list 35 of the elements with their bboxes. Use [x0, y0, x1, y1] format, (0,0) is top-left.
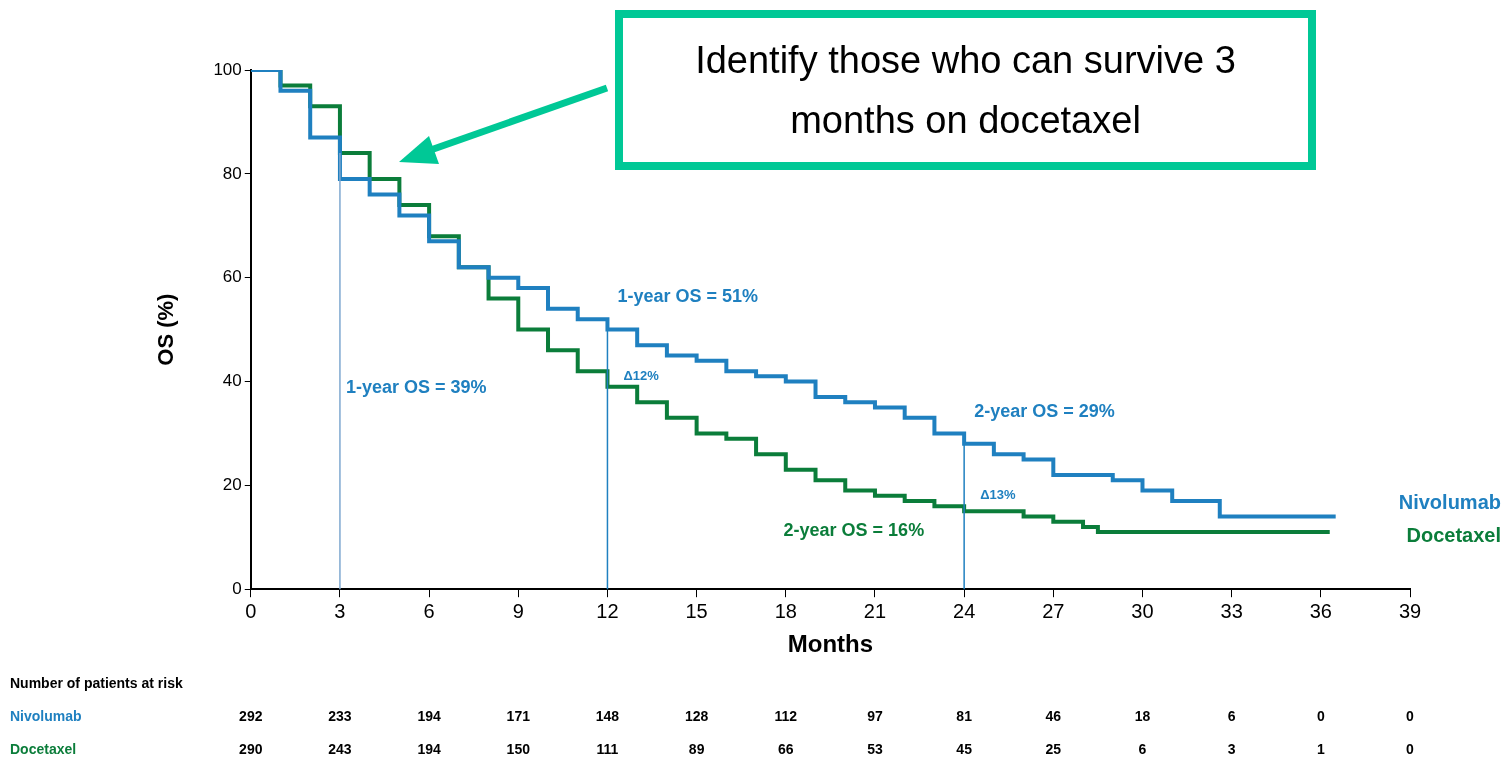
y-tick-label: 20: [222, 475, 242, 495]
x-tick-label: 33: [1220, 599, 1243, 622]
annotation: Δ13%: [980, 486, 1016, 502]
y-tick-label: 60: [222, 267, 242, 287]
x-tick-label: 39: [1398, 599, 1422, 622]
annotation: 2-year OS = 29%: [974, 400, 1115, 421]
annotation: Δ12%: [623, 367, 660, 383]
x-tick-label: 27: [1042, 599, 1065, 622]
annotation: Identify those who can survive 3 months on docetaxel: [695, 39, 1236, 141]
x-tick-label: 30: [1131, 599, 1154, 622]
text: Docetaxel: [1406, 524, 1501, 547]
callout-box: Identify those who can survive 3 months on docetaxel: [615, 10, 1316, 170]
x-tick-label: 18: [774, 599, 797, 622]
annotation: 1-year OS = 39%: [345, 376, 487, 397]
text: Nivolumab: [1398, 490, 1501, 513]
x-tick-label: 21: [863, 599, 887, 622]
y-axis-title: OS (%): [153, 293, 179, 366]
y-tick-label: 80: [222, 163, 242, 183]
text: Number of patients at risk: [10, 675, 183, 691]
y-tick-label: 0: [232, 578, 242, 598]
annotation: 2-year OS = 16%: [783, 520, 925, 541]
y-tick-label: 40: [222, 371, 242, 391]
x-tick-label: 9: [512, 599, 524, 622]
x-tick-label: 15: [685, 599, 708, 622]
x-tick-label: 24: [953, 599, 976, 622]
x-tick-label: 3: [334, 599, 346, 622]
y-tick-label: 100: [213, 59, 242, 79]
text: Nivolumab 292 233 194 171 148 128 112 97 81 46 18 6 0 0: [10, 708, 1414, 724]
x-tick-label: 36: [1309, 599, 1332, 622]
annotation: 1-year OS = 51%: [617, 286, 759, 307]
x-tick-label: 6: [423, 599, 435, 622]
x-axis-title: Months: [787, 630, 874, 658]
x-tick-label: 12: [596, 599, 619, 622]
text: Docetaxel 290 243 194 150 111 89 66 53 45 25 6 3 1 0: [10, 741, 1414, 757]
x-tick-label: 0: [245, 599, 257, 622]
